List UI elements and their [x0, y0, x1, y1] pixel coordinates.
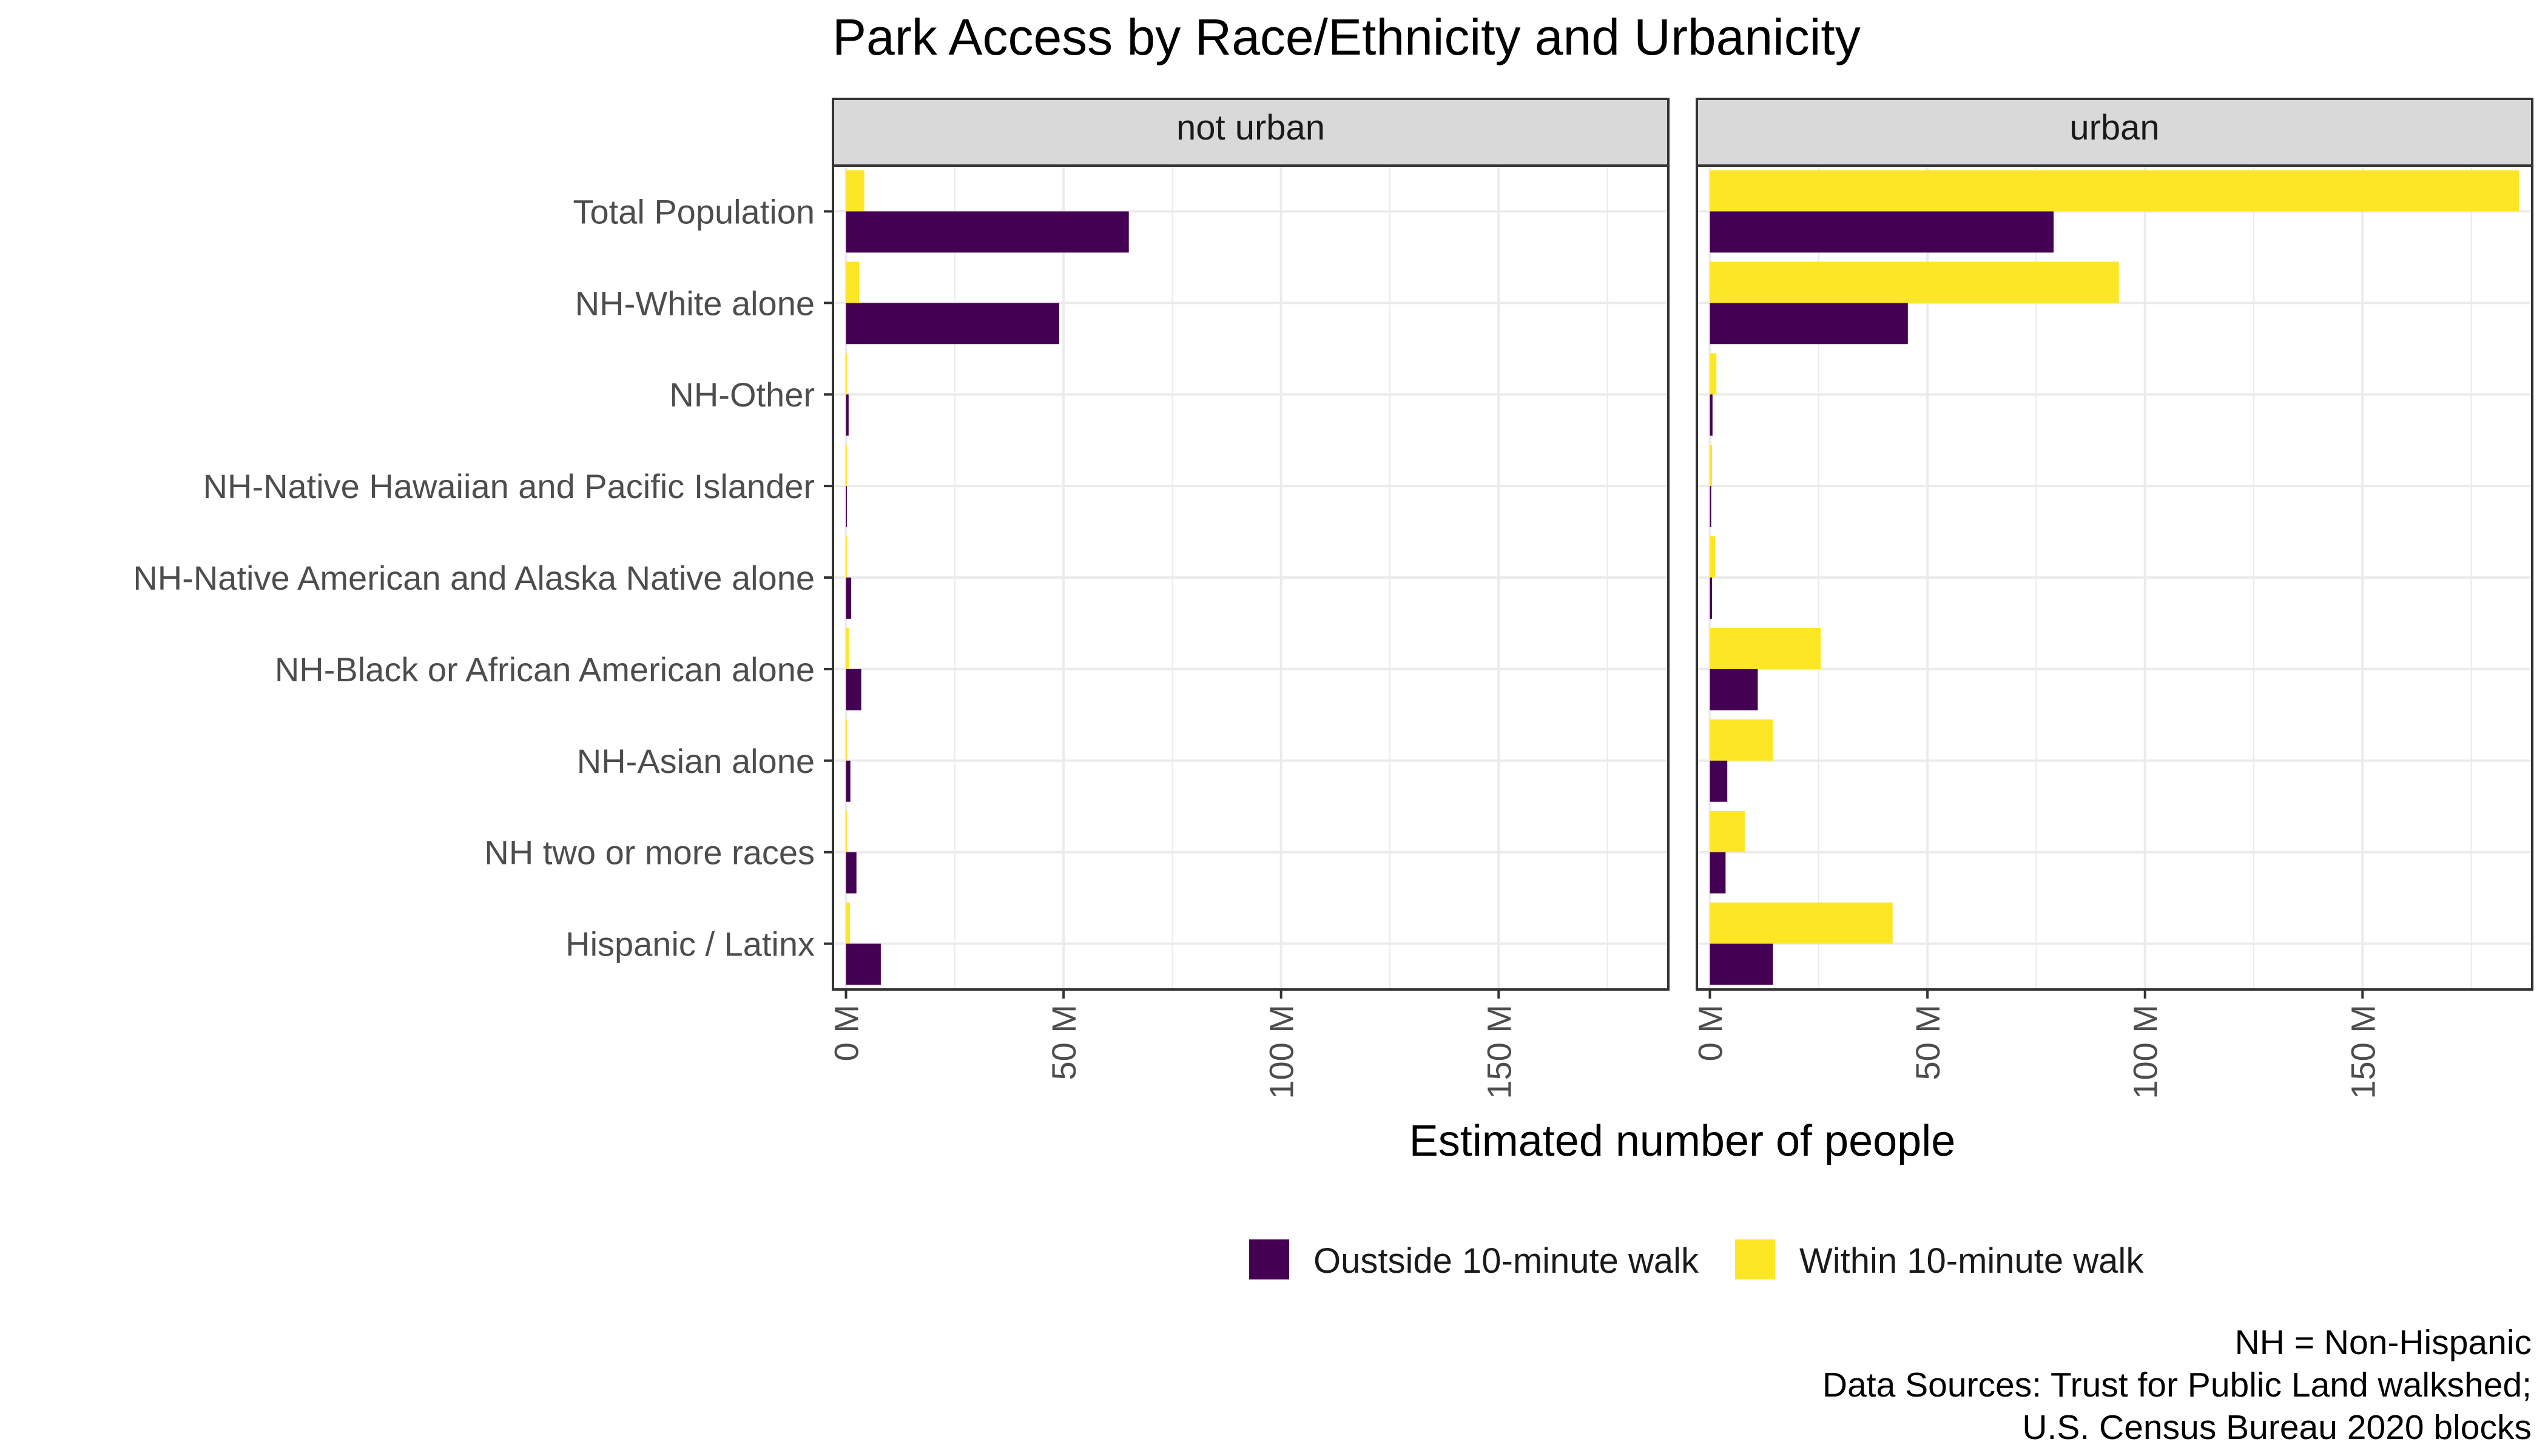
bar-within [846, 261, 860, 303]
y-tick-label: Total Population [573, 192, 815, 231]
x-tick-label: 100 M [1262, 1005, 1301, 1099]
y-tick-label: NH-Black or African American alone [275, 650, 815, 689]
x-tick-label: 150 M [1480, 1005, 1518, 1099]
facet-label: urban [2069, 108, 2159, 147]
y-tick-label: NH-Asian alone [577, 742, 815, 780]
legend-key-outside [1249, 1239, 1289, 1279]
x-axis-ticks: 0 M 50 M 100 M 150 M [1691, 989, 2382, 1099]
bar-within [846, 445, 848, 487]
bar-within [1710, 719, 1773, 761]
chart-title: Park Access by Race/Ethnicity and Urbani… [832, 8, 1861, 66]
bar-outside [1710, 394, 1713, 436]
bar-outside [1710, 669, 1758, 710]
bar-within [846, 353, 848, 395]
x-axis-ticks: 0 M 50 M 100 M 150 M [827, 989, 1518, 1099]
legend-label-outside: Oustside 10-minute walk [1313, 1241, 1699, 1281]
bar-outside [1710, 943, 1773, 985]
bar-within [1710, 811, 1745, 852]
bar-outside [846, 760, 851, 802]
bar-within [1710, 170, 2519, 212]
bar-within [1710, 261, 2119, 303]
bar-outside [1710, 486, 1711, 528]
bar-outside [846, 943, 881, 985]
legend-key-within [1735, 1239, 1775, 1279]
bar-within [1710, 353, 1717, 395]
y-tick-label: NH-Other [669, 376, 815, 414]
y-axis: Total Population NH-White alone NH-Other NH… [133, 192, 833, 963]
x-tick-label: 150 M [2344, 1005, 2382, 1099]
y-tick-label: NH-Native Hawaiian and Pacific Islander [203, 467, 815, 505]
x-tick-label: 50 M [1909, 1005, 1947, 1080]
x-tick-label: 100 M [2126, 1005, 2165, 1099]
panel-grid [1697, 166, 2532, 989]
bar-outside [1710, 211, 2054, 253]
bar-outside [1710, 303, 1908, 345]
bar-outside [846, 852, 857, 894]
bar-outside [846, 669, 861, 710]
panel-bars [1710, 170, 2519, 985]
bar-within [1710, 445, 1713, 487]
bar-outside [1710, 852, 1726, 894]
caption: NH = Non-Hispanic Data Sources: Trust fo… [1822, 1323, 2532, 1447]
bar-within [1710, 902, 1893, 944]
y-tick-label: NH-White alone [575, 284, 815, 322]
bar-outside [1710, 578, 1713, 619]
bar-within [846, 811, 848, 852]
bar-within [1710, 627, 1821, 669]
panel-urban: urban 0 M 50 M 100 M 150 M [1691, 98, 2533, 1099]
caption-line: U.S. Census Bureau 2020 blocks [2022, 1408, 2532, 1447]
bar-within [846, 719, 848, 761]
bar-outside [846, 578, 852, 619]
bar-outside [846, 394, 849, 436]
legend: Oustside 10-minute walk Within 10-minute… [1249, 1239, 2144, 1281]
y-tick-label: NH-Native American and Alaska Native alo… [133, 559, 815, 597]
bar-within [846, 536, 848, 578]
bar-outside [846, 486, 848, 528]
facet-strip [832, 98, 1670, 167]
y-tick-label: NH two or more races [484, 834, 815, 872]
bar-within [846, 627, 849, 669]
x-tick-label: 0 M [1691, 1005, 1730, 1061]
bar-within [846, 170, 864, 212]
bar-outside [846, 303, 1059, 345]
panel-not-urban: not urban 0 M 50 M 100 M 150 M [827, 98, 1670, 1099]
legend-label-within: Within 10-minute walk [1799, 1241, 2144, 1281]
x-axis-title: Estimated number of people [1409, 1117, 1956, 1165]
bar-outside [846, 211, 1129, 253]
x-tick-label: 0 M [827, 1005, 866, 1061]
y-tick-label: Hispanic / Latinx [565, 925, 815, 963]
bar-within [1710, 536, 1716, 578]
caption-line: NH = Non-Hispanic [2235, 1323, 2532, 1362]
panel-bars [846, 170, 1129, 985]
bar-within [846, 902, 850, 944]
bar-outside [1710, 760, 1728, 802]
caption-line: Data Sources: Trust for Public Land walk… [1822, 1366, 2532, 1404]
x-tick-label: 50 M [1045, 1005, 1083, 1080]
facet-strip [1696, 98, 2533, 167]
facet-label: not urban [1176, 108, 1325, 147]
